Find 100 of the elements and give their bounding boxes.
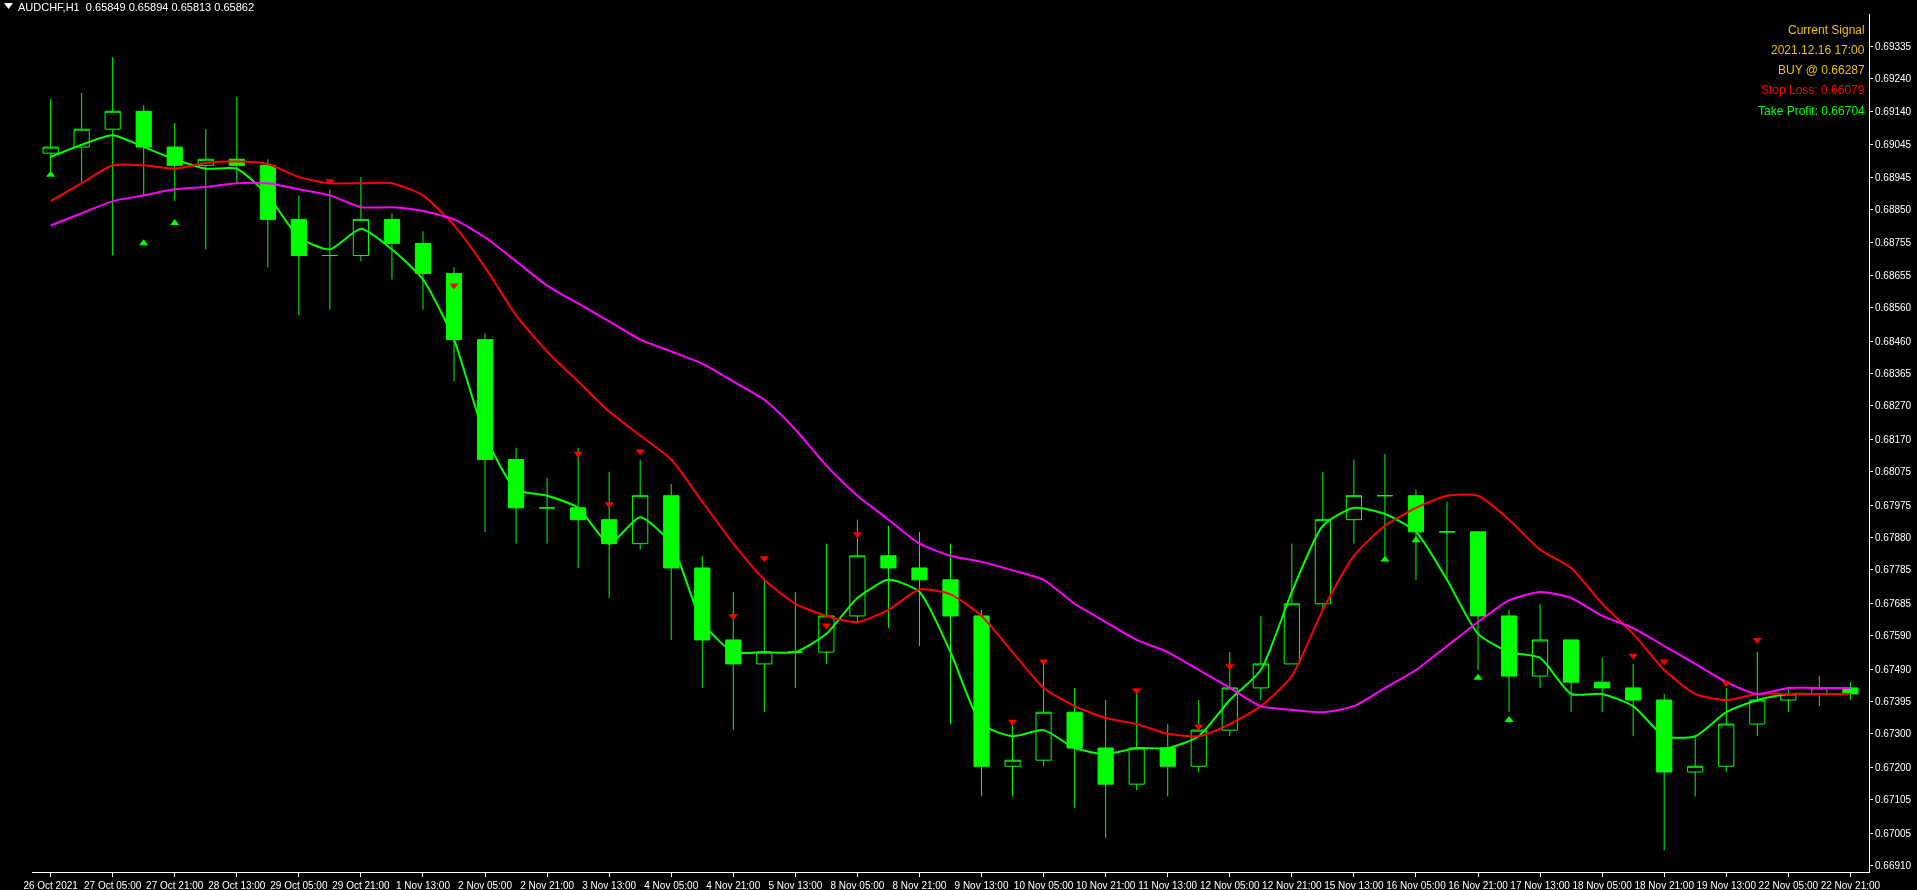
- y-tick-label: 0.68560: [1875, 302, 1912, 314]
- candlestick: [1625, 663, 1642, 737]
- y-tick-label: 0.69045: [1875, 138, 1912, 150]
- y-tick-label: 0.68850: [1875, 204, 1912, 216]
- candlestick: [290, 194, 307, 316]
- x-tick-label: 19 Nov 13:00: [1696, 880, 1757, 890]
- candlestick: [1314, 471, 1331, 611]
- x-tick-label: 5 Nov 13:00: [768, 880, 823, 890]
- y-tick-label: 0.68655: [1875, 270, 1912, 282]
- candlestick: [1563, 639, 1580, 713]
- candlestick: [880, 525, 897, 629]
- point: [728, 613, 738, 620]
- x-tick-label: 3 Nov 13:00: [582, 880, 637, 890]
- candlestick: [1749, 651, 1766, 737]
- candlestick: [1531, 603, 1549, 689]
- x-tick-label: 29 Oct 21:00: [332, 880, 390, 890]
- candlestick: [601, 471, 618, 599]
- x-tick-label: 2 Nov 05:00: [458, 880, 513, 890]
- y-tick-label: 0.69140: [1875, 106, 1912, 118]
- candlestick: [1407, 489, 1425, 581]
- x-tick-label: 22 Nov 05:00: [1758, 880, 1819, 890]
- point: [325, 179, 335, 186]
- x-tick-label: 29 Oct 05:00: [270, 880, 328, 890]
- candlestick: [259, 158, 276, 268]
- candlestick: [445, 266, 463, 383]
- annotation: Stop Loss: 0.66079: [1761, 83, 1865, 97]
- x-tick-label: 18 Nov 05:00: [1572, 880, 1633, 890]
- candlestick: [1283, 543, 1300, 665]
- annotation: 2021.12.16 17:00: [1771, 43, 1865, 57]
- candlestick: [1345, 459, 1362, 545]
- point: [635, 449, 645, 456]
- x-tick-label: 27 Oct 21:00: [146, 880, 204, 890]
- y-tick-label: 0.68460: [1875, 336, 1912, 348]
- y-tick-label: 0.68075: [1875, 466, 1912, 478]
- x-tick-label: 16 Nov 05:00: [1386, 880, 1447, 890]
- annotation: BUY @ 0.66287: [1778, 63, 1866, 77]
- candlestick: [725, 591, 742, 731]
- point: [1752, 637, 1762, 644]
- x-tick-label: 8 Nov 05:00: [830, 880, 885, 890]
- x-tick-label: 16 Nov 21:00: [1448, 880, 1509, 890]
- candlestick: [476, 333, 494, 533]
- x-tick-label: 18 Nov 21:00: [1634, 880, 1695, 890]
- candlestick: [756, 579, 773, 713]
- y-tick-label: 0.67490: [1875, 663, 1912, 675]
- y-tick-label: 0.68270: [1875, 400, 1912, 412]
- y-tick-label: 0.66910: [1875, 859, 1912, 871]
- candlestick: [383, 212, 401, 281]
- x-tick-label: 10 Nov 05:00: [1013, 880, 1074, 890]
- point: [759, 556, 769, 563]
- x-tick-label: 11 Nov 13:00: [1138, 880, 1198, 890]
- y-tick-label: 0.67685: [1875, 597, 1912, 609]
- y-tick-label: 0.67590: [1875, 630, 1912, 642]
- y-tick-label: 0.68945: [1875, 172, 1912, 184]
- candlestick: [849, 519, 866, 623]
- y-tick-label: 0.67785: [1875, 564, 1912, 576]
- candlestick: [1500, 609, 1518, 713]
- x-tick-label: 28 Oct 13:00: [208, 880, 266, 890]
- x-tick-label: 17 Nov 13:00: [1510, 880, 1571, 890]
- candlestick: [942, 543, 959, 725]
- point: [46, 170, 56, 177]
- y-tick-label: 0.67105: [1875, 793, 1912, 805]
- x-tick-label: 15 Nov 13:00: [1324, 880, 1385, 890]
- point: [170, 219, 180, 226]
- x-tick-label: 8 Nov 21:00: [892, 880, 947, 890]
- y-tick-label: 0.68170: [1875, 434, 1912, 446]
- annotation: Current Signal: [1788, 23, 1865, 37]
- annotation: Take Profit: 0.66704: [1758, 104, 1866, 118]
- x-tick-label: 12 Nov 21:00: [1262, 880, 1323, 890]
- point: [821, 623, 831, 630]
- x-tick-label: 10 Nov 21:00: [1075, 880, 1136, 890]
- y-tick-label: 0.68755: [1875, 236, 1912, 248]
- y-tick-label: 0.69335: [1875, 40, 1912, 52]
- x-tick-label: 27 Oct 05:00: [84, 880, 142, 890]
- candlestick: [694, 555, 711, 689]
- y-tick-label: 0.67005: [1875, 827, 1912, 839]
- candlestick: [1469, 531, 1487, 671]
- y-tick-label: 0.67880: [1875, 532, 1912, 544]
- y-tick-label: 0.68365: [1875, 368, 1912, 380]
- candlestick: [632, 459, 649, 551]
- point: [1380, 555, 1390, 562]
- candlestick: [321, 188, 338, 311]
- candlestick: [1594, 657, 1611, 713]
- point: [604, 502, 614, 509]
- x-tick-label: 1 Nov 13:00: [396, 880, 451, 890]
- candlestick: [352, 176, 370, 262]
- candlestick: [1842, 681, 1859, 701]
- candlestick: [507, 447, 525, 545]
- x-tick-label: 4 Nov 21:00: [706, 880, 761, 890]
- y-tick-label: 0.67200: [1875, 761, 1912, 773]
- candlestick: [539, 477, 556, 545]
- y-tick-label: 0.69240: [1875, 72, 1912, 84]
- x-tick-label: 26 Oct 2021: [23, 880, 79, 890]
- candlestick: [787, 591, 804, 689]
- x-tick-label: 2 Nov 21:00: [520, 880, 575, 890]
- point: [1225, 664, 1235, 671]
- y-tick-label: 0.67300: [1875, 728, 1912, 739]
- chart-title: AUDCHF,H1 0.65849 0.65894 0.65813 0.65862: [18, 0, 255, 13]
- candlestick: [663, 483, 680, 641]
- candlestick: [414, 230, 432, 311]
- x-tick-label: 4 Nov 05:00: [644, 880, 699, 890]
